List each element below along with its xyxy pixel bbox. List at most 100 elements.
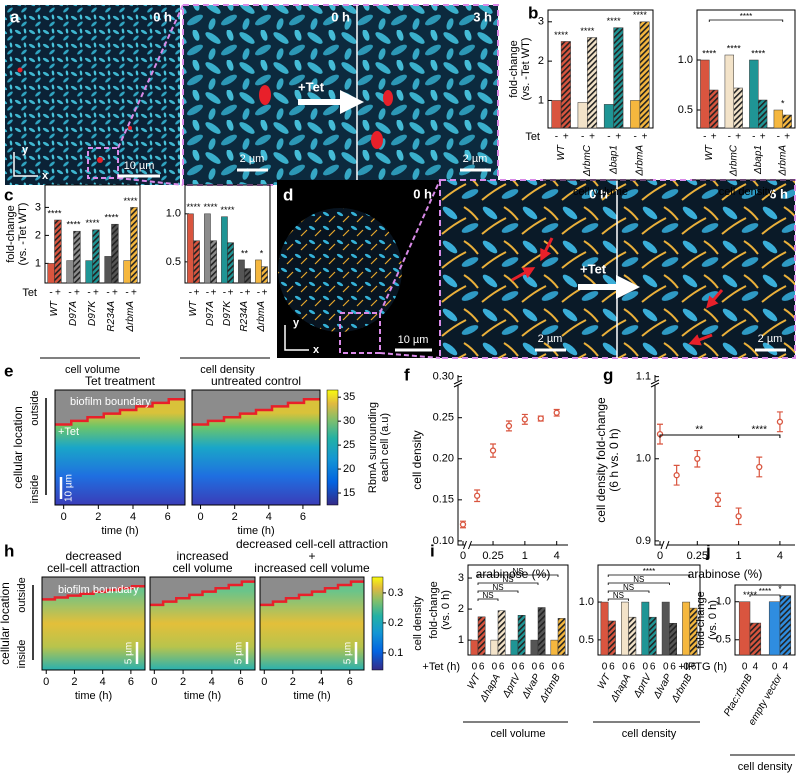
series-label: + xyxy=(735,132,741,143)
bar xyxy=(669,622,677,656)
significance: NS xyxy=(502,575,513,584)
y-axis-label: fold-change xyxy=(695,591,707,649)
y-tick-label: 3 xyxy=(458,572,464,584)
bar xyxy=(47,263,55,284)
time-label: 3 h xyxy=(473,9,492,24)
zoom-line xyxy=(379,352,441,359)
x-axis-label: cell volume xyxy=(573,186,628,198)
series-label: 6 xyxy=(691,662,697,673)
panel-label: a xyxy=(10,7,20,26)
series-label: 6 xyxy=(670,662,676,673)
bar xyxy=(530,639,539,656)
series-label: + xyxy=(615,132,621,143)
x-tick-label: 0 xyxy=(261,676,267,688)
series-label: + xyxy=(112,288,118,299)
bracket xyxy=(477,598,499,601)
treatment-label: +Tet xyxy=(298,79,325,94)
title: increased xyxy=(176,549,228,563)
bar xyxy=(490,639,499,656)
bracket xyxy=(607,598,629,601)
boundary xyxy=(260,580,364,607)
bar xyxy=(470,639,479,656)
scale-label: 2 µm xyxy=(463,153,488,165)
category-label: WT xyxy=(49,300,60,316)
axis-break xyxy=(660,540,670,550)
x-tick-label: 0 xyxy=(61,511,67,523)
x-tick-label: 6 xyxy=(128,676,134,688)
series-label: - xyxy=(68,288,71,299)
heatmap-frame xyxy=(41,576,146,671)
y-tick-label: 0.20 xyxy=(433,453,454,465)
heatmap-frame xyxy=(191,389,321,506)
annotation: +Tet xyxy=(58,426,79,438)
significance: * xyxy=(778,584,782,594)
category-label: WT xyxy=(466,672,484,692)
series-label: 6 xyxy=(499,662,505,673)
series-label: + xyxy=(194,288,200,299)
bar xyxy=(238,259,245,284)
point xyxy=(553,409,560,416)
point xyxy=(521,416,529,423)
y-tick-label: 0.5 xyxy=(579,634,594,646)
bar xyxy=(111,223,119,284)
y-tick-label: 3 xyxy=(35,201,41,213)
significance: **** xyxy=(554,30,569,40)
axis-x: x xyxy=(42,170,49,182)
bar xyxy=(600,601,609,656)
series-label: - xyxy=(240,288,243,299)
annotation: biofilm boundary xyxy=(58,584,139,596)
category-label: ΔrbmC xyxy=(728,144,739,177)
bar xyxy=(85,260,93,284)
significance: **** xyxy=(633,10,648,20)
significance: **** xyxy=(104,213,119,223)
bar xyxy=(537,607,546,656)
micrograph xyxy=(5,5,180,185)
category-label: R234A xyxy=(106,301,117,332)
category-label: Ptac:rbmB xyxy=(722,672,755,718)
bracket xyxy=(607,574,691,577)
y-top-label: outside xyxy=(16,577,28,612)
series-label: - xyxy=(223,288,226,299)
axis-y: y xyxy=(293,317,300,329)
category-label: D97K xyxy=(87,300,98,326)
colorbar-tick-label: 20 xyxy=(343,463,355,475)
bar xyxy=(613,27,624,129)
x-tick-label: 4 xyxy=(266,511,272,523)
y-tick-label: 0.5 xyxy=(716,634,731,646)
x-tick-label: 4 xyxy=(777,550,783,562)
significance: **** xyxy=(220,205,235,215)
plot-frame xyxy=(696,9,796,129)
plot-frame xyxy=(547,9,654,129)
x-axis-label: cell volume xyxy=(65,364,120,376)
significance: * xyxy=(781,98,785,108)
significance: **** xyxy=(751,48,766,58)
x-tick-label: 6 xyxy=(238,676,244,688)
axis-break-gap xyxy=(465,542,470,548)
significance: **** xyxy=(759,587,771,596)
y-axis-label: fold-change xyxy=(5,205,17,263)
bar xyxy=(497,610,506,656)
y-tick-label: 1 xyxy=(538,94,544,106)
category-label: ΔrbmA xyxy=(256,301,267,333)
series-label: + xyxy=(131,288,137,299)
significance: **** xyxy=(123,196,138,206)
bar xyxy=(193,240,200,284)
significance: **** xyxy=(607,16,622,26)
bar xyxy=(204,213,211,284)
y-axis-label: cellular location xyxy=(0,582,12,665)
treatment-label: +Tet xyxy=(580,261,607,276)
colorbar-tick-label: 0.2 xyxy=(388,617,403,629)
series-label: - xyxy=(206,288,209,299)
series-label: + xyxy=(55,288,61,299)
scale-label: 5 µm xyxy=(124,642,135,664)
bracket xyxy=(477,574,559,577)
y-tick-label: 1.0 xyxy=(636,453,651,465)
series-label: - xyxy=(777,132,780,143)
significance: **** xyxy=(751,425,767,436)
y-tick-label: 0.9 xyxy=(636,535,651,547)
x-tick-label: 2 xyxy=(290,676,296,688)
axis-x: x xyxy=(313,344,320,356)
significance: **** xyxy=(203,202,218,212)
significance: **** xyxy=(740,12,752,21)
scale-label: 2 µm xyxy=(240,153,265,165)
